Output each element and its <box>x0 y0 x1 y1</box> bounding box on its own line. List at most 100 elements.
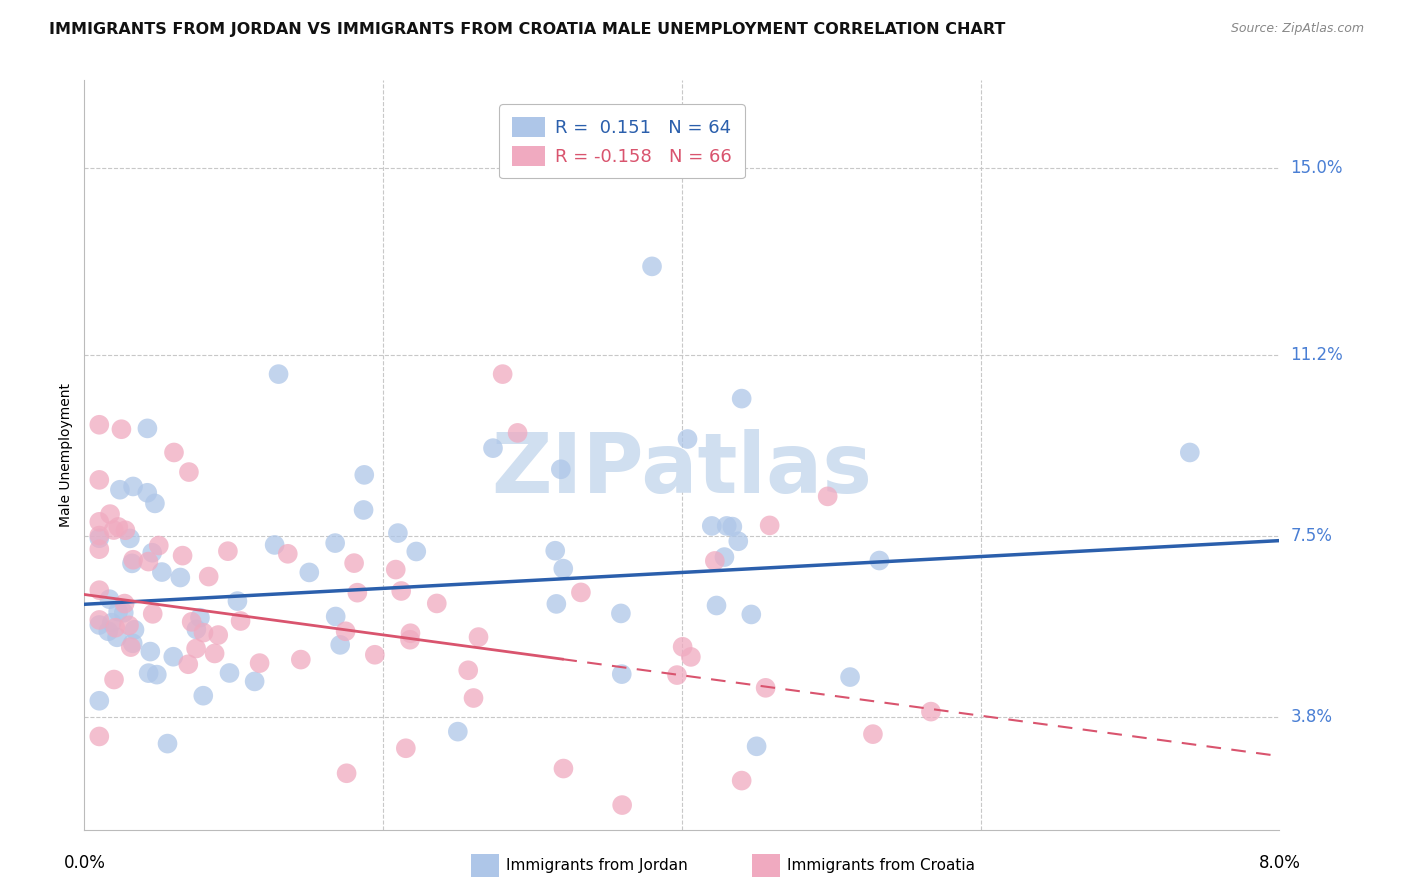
Point <box>98 592 121 607</box>
Point <box>197 569 219 583</box>
Point <box>353 503 375 517</box>
Point <box>177 657 200 672</box>
Point <box>384 563 406 577</box>
Point <box>162 649 184 664</box>
Point <box>721 519 744 533</box>
Point <box>193 625 215 640</box>
Point <box>716 519 738 533</box>
Point <box>249 656 271 670</box>
Point <box>666 668 689 682</box>
Point <box>124 623 146 637</box>
Point <box>218 665 240 680</box>
Point <box>229 614 252 628</box>
Point <box>546 597 568 611</box>
Point <box>138 666 160 681</box>
Point <box>672 640 695 654</box>
Point <box>156 737 179 751</box>
Point <box>89 417 111 432</box>
Point <box>121 636 143 650</box>
Point <box>731 392 754 406</box>
Point <box>146 667 169 681</box>
Point <box>103 523 125 537</box>
Point <box>405 544 427 558</box>
Point <box>569 585 592 599</box>
Point <box>142 607 165 621</box>
Point <box>177 465 200 479</box>
Point <box>679 649 702 664</box>
Point <box>839 670 862 684</box>
Point <box>89 515 111 529</box>
Point <box>817 489 839 503</box>
Point <box>104 621 127 635</box>
Point <box>298 566 321 580</box>
Point <box>267 367 290 381</box>
Point <box>399 632 422 647</box>
Point <box>138 555 160 569</box>
Point <box>325 609 347 624</box>
Point <box>112 606 135 620</box>
Point <box>186 623 208 637</box>
Point <box>920 705 942 719</box>
Text: IMMIGRANTS FROM JORDAN VS IMMIGRANTS FROM CROATIA MALE UNEMPLOYMENT CORRELATION : IMMIGRANTS FROM JORDAN VS IMMIGRANTS FRO… <box>49 22 1005 37</box>
Point <box>447 724 470 739</box>
Point <box>263 538 285 552</box>
Point <box>141 546 163 560</box>
Text: 0.0%: 0.0% <box>63 854 105 872</box>
Text: ZIPatlas: ZIPatlas <box>492 429 872 510</box>
Point <box>148 539 170 553</box>
Point <box>862 727 884 741</box>
Point <box>335 624 357 639</box>
Point <box>150 565 173 579</box>
Point <box>868 553 890 567</box>
Point <box>136 485 159 500</box>
Point <box>163 445 186 459</box>
Point <box>100 615 122 630</box>
Point <box>676 432 699 446</box>
Point <box>188 611 211 625</box>
Point <box>1178 445 1201 459</box>
Point <box>758 518 780 533</box>
Point <box>610 607 633 621</box>
Text: Immigrants from Croatia: Immigrants from Croatia <box>787 858 976 872</box>
Point <box>731 773 754 788</box>
Point <box>457 663 479 677</box>
Point <box>204 647 226 661</box>
Point <box>703 554 725 568</box>
Point <box>122 479 145 493</box>
Point <box>184 641 207 656</box>
Point <box>387 526 409 541</box>
Point <box>217 544 239 558</box>
Point <box>323 536 346 550</box>
Point <box>89 613 111 627</box>
Point <box>89 542 111 557</box>
Point <box>346 585 368 599</box>
Point <box>118 532 141 546</box>
Text: Source: ZipAtlas.com: Source: ZipAtlas.com <box>1230 22 1364 36</box>
Point <box>610 667 633 681</box>
Point <box>89 730 111 744</box>
Point <box>492 367 515 381</box>
Point <box>755 681 778 695</box>
Point <box>103 673 125 687</box>
Point <box>426 597 449 611</box>
Point <box>97 624 120 639</box>
Point <box>364 648 387 662</box>
Point <box>136 421 159 435</box>
Text: 8.0%: 8.0% <box>1258 854 1301 872</box>
Point <box>553 762 575 776</box>
Point <box>740 607 762 622</box>
Point <box>143 496 166 510</box>
Point <box>193 689 215 703</box>
Point <box>226 594 249 608</box>
Point <box>110 422 132 436</box>
Text: 7.5%: 7.5% <box>1291 526 1333 545</box>
Point <box>139 644 162 658</box>
Point <box>107 605 129 619</box>
Point <box>713 550 735 565</box>
Point <box>89 528 111 542</box>
Point <box>105 630 128 644</box>
Point <box>353 467 375 482</box>
Point <box>107 520 129 534</box>
Point <box>506 425 529 440</box>
Text: 15.0%: 15.0% <box>1291 160 1343 178</box>
